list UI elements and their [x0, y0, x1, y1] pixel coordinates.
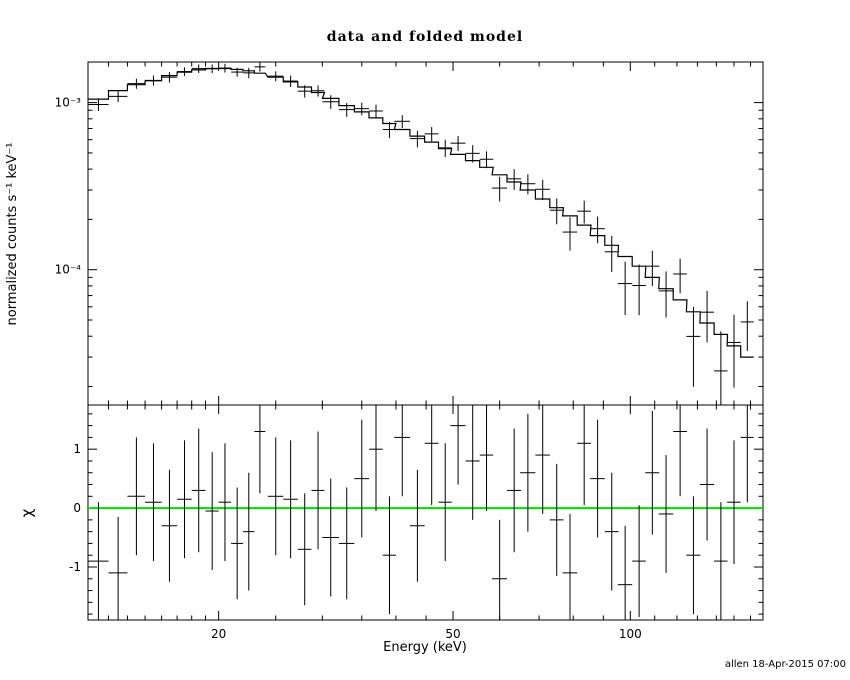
timestamp: allen 18-Apr-2015 07:00: [725, 659, 846, 670]
residual-points: [88, 405, 754, 620]
spectrum-data-points: [88, 62, 754, 405]
svg-text:0: 0: [73, 501, 81, 515]
x-axis-label: Energy (keV): [383, 640, 467, 655]
svg-text:100: 100: [619, 627, 642, 641]
svg-text:-1: -1: [69, 560, 81, 574]
svg-text:10⁻³: 10⁻³: [55, 96, 82, 110]
plot-title: data and folded model: [327, 29, 523, 45]
svg-text:10⁻⁴: 10⁻⁴: [55, 263, 82, 277]
svg-text:20: 20: [211, 627, 226, 641]
y-axis-label-counts: normalized counts s⁻¹ keV⁻¹: [5, 143, 20, 326]
svg-text:50: 50: [445, 627, 460, 641]
svg-text:1: 1: [73, 442, 81, 456]
tick-labels: 20 50 100 10⁻³ 10⁻⁴ -1 0 1: [55, 96, 642, 641]
folded-model-step-line: [88, 67, 754, 358]
axes-frame: [87, 61, 764, 621]
y-axis-label-chi: χ: [18, 508, 36, 517]
